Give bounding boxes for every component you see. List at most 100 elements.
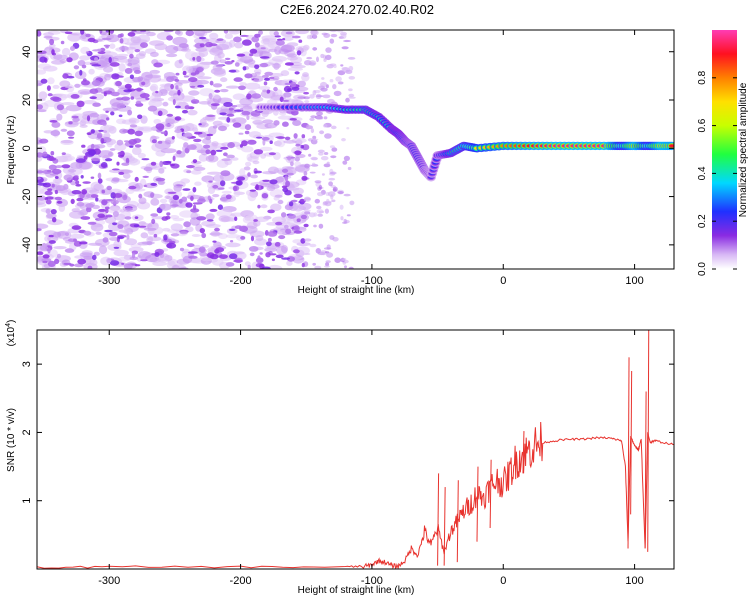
heatmap-cell xyxy=(327,191,336,197)
heatmap-cell xyxy=(194,70,200,75)
heatmap-cell xyxy=(177,89,181,96)
heatmap-cell xyxy=(37,182,48,186)
heatmap-cell xyxy=(340,64,344,67)
heatmap-cell xyxy=(340,33,347,39)
y-tick-label: -40 xyxy=(21,237,33,253)
heatmap-cell xyxy=(331,147,338,152)
heatmap-cell xyxy=(216,209,233,218)
heatmap-cell xyxy=(112,222,118,226)
heatmap-cell xyxy=(225,262,235,267)
heatmap-cell xyxy=(343,155,350,161)
heatmap-cell xyxy=(82,181,91,184)
heatmap-cell xyxy=(192,159,198,164)
heatmap-cell xyxy=(56,253,62,259)
colorbar-label: Normalized spectral amplitude xyxy=(738,82,749,217)
heatmap-cell xyxy=(91,64,102,67)
heatmap-cell xyxy=(292,239,303,244)
heatmap-cell xyxy=(186,165,195,169)
heatmap-cell xyxy=(205,149,211,155)
heatmap-cell xyxy=(121,262,125,265)
heatmap-cell xyxy=(262,119,274,124)
heatmap-cell xyxy=(138,197,147,205)
heatmap-cell xyxy=(79,69,83,76)
heatmap-cell xyxy=(116,161,120,166)
heatmap-cell xyxy=(346,214,351,217)
heatmap-cell xyxy=(142,175,149,178)
heatmap-cell xyxy=(225,234,241,239)
heatmap-cell xyxy=(261,193,269,199)
heatmap-cell xyxy=(52,84,60,89)
heatmap-cell xyxy=(346,127,350,130)
heatmap-cell xyxy=(232,185,238,192)
heatmap-cell xyxy=(163,30,174,33)
heatmap-cell xyxy=(38,91,48,100)
snr-scale-exp: 4 xyxy=(5,323,12,327)
heatmap-cell xyxy=(212,83,223,88)
heatmap-cell xyxy=(250,181,266,187)
heatmap-cell xyxy=(205,154,219,163)
heatmap-cell xyxy=(287,156,292,161)
heatmap-cell xyxy=(218,116,229,120)
heatmap-cell xyxy=(116,103,126,109)
heatmap-cell xyxy=(282,38,286,41)
heatmap-cell xyxy=(198,154,208,162)
heatmap-cell xyxy=(254,33,261,38)
heatmap-cell xyxy=(146,241,153,246)
heatmap-cell xyxy=(88,68,95,75)
heatmap-cell xyxy=(283,92,292,98)
heatmap-cell xyxy=(183,132,193,138)
heatmap-cell xyxy=(297,96,306,99)
heatmap-cell xyxy=(284,175,289,181)
heatmap-cell xyxy=(103,44,111,47)
heatmap-cell xyxy=(292,120,302,126)
heatmap-cell xyxy=(150,192,155,198)
heatmap-cell xyxy=(90,181,102,191)
heatmap-cell xyxy=(74,83,81,88)
heatmap-cell xyxy=(140,30,147,33)
heatmap-cell xyxy=(216,38,224,41)
heatmap-cell xyxy=(215,64,224,68)
heatmap-cell xyxy=(260,56,270,59)
heatmap-cell xyxy=(184,147,190,154)
heatmap-cell xyxy=(104,73,112,81)
heatmap-cell xyxy=(134,130,143,137)
heatmap-cell xyxy=(183,75,189,78)
heatmap-cell xyxy=(127,32,136,37)
heatmap-cell xyxy=(44,49,54,57)
heatmap-cell xyxy=(49,38,55,46)
heatmap-cell xyxy=(254,42,260,48)
heatmap-cell xyxy=(254,216,269,223)
heatmap-cell xyxy=(306,56,313,60)
heatmap-cell xyxy=(323,247,332,250)
heatmap-cell xyxy=(223,152,228,157)
heatmap-cell xyxy=(260,204,268,209)
heatmap-cell xyxy=(65,232,69,237)
heatmap-cell xyxy=(206,219,214,222)
heatmap-cell xyxy=(321,32,328,36)
heatmap-cell xyxy=(48,234,54,238)
x-tick-label: 100 xyxy=(625,575,643,587)
heatmap-cell xyxy=(85,203,94,209)
heatmap-cell xyxy=(147,193,163,199)
heatmap-cell xyxy=(188,255,198,259)
heatmap-cell xyxy=(244,82,261,90)
heatmap-cell xyxy=(129,124,138,128)
heatmap-cell xyxy=(283,139,297,144)
heatmap-cell xyxy=(143,166,153,172)
heatmap-cell xyxy=(229,253,238,260)
y-tick-label: 0 xyxy=(21,145,33,151)
heatmap-cell xyxy=(230,240,234,243)
heatmap-cell xyxy=(254,64,260,70)
heatmap-cell xyxy=(141,81,146,86)
heatmap-cell xyxy=(303,44,310,51)
heatmap-cell xyxy=(322,124,328,128)
heatmap-cell xyxy=(197,33,205,37)
heatmap-cell xyxy=(47,77,55,85)
heatmap-cell xyxy=(273,86,278,92)
heatmap-cell xyxy=(259,62,269,68)
heatmap-cell xyxy=(337,191,344,194)
heatmap-cell xyxy=(233,189,241,197)
heatmap-cell xyxy=(308,153,312,157)
heatmap-cell xyxy=(138,51,147,57)
